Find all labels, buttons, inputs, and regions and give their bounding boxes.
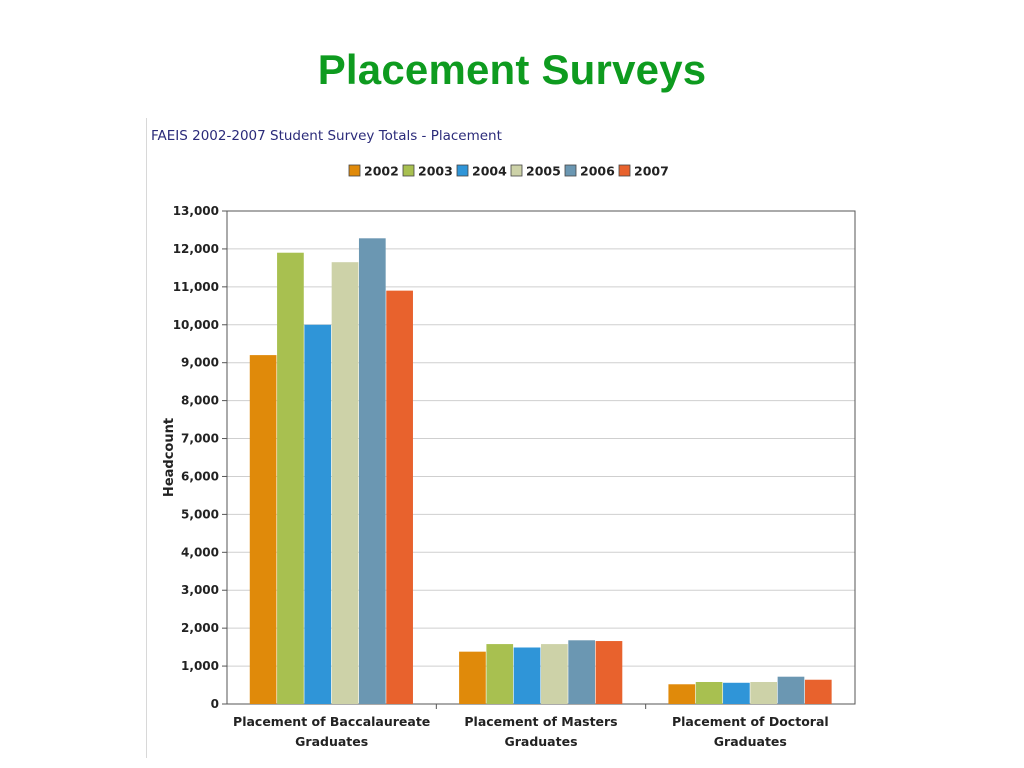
- chart-panel: FAEIS 2002-2007 Student Survey Totals - …: [146, 118, 861, 758]
- legend-swatch-2004: [456, 164, 469, 177]
- bar-2006: [358, 238, 386, 704]
- bar-2007: [595, 641, 623, 704]
- y-tick-label: 12,000: [173, 242, 219, 256]
- x-category-label: Graduates: [295, 734, 368, 749]
- bar-2003: [277, 252, 304, 704]
- x-category-label: Placement of Masters: [464, 714, 617, 729]
- bar-2006: [568, 640, 595, 704]
- y-tick-label: 11,000: [173, 280, 219, 294]
- bar-2002: [249, 355, 277, 704]
- bar-2002: [459, 651, 486, 704]
- bar-2007: [804, 679, 832, 704]
- legend-swatch-2005: [510, 164, 523, 177]
- y-tick-label: 6,000: [181, 469, 219, 483]
- legend-label-2004: 2004: [472, 164, 507, 179]
- bar-2007: [386, 290, 413, 704]
- bars: [249, 238, 832, 704]
- bar-2006: [777, 676, 805, 704]
- legend-label-2002: 2002: [364, 164, 399, 179]
- x-category-label: Placement of Baccalaureate: [233, 714, 430, 729]
- y-tick-label: 1,000: [181, 659, 219, 673]
- x-category-label: Placement of Doctoral: [672, 714, 829, 729]
- legend-label-2006: 2006: [580, 164, 615, 179]
- bar-2005: [750, 682, 778, 704]
- bar-2004: [513, 647, 541, 704]
- y-axis: 0 1,000 2,000 3,000 4,000 5,000 6,000 7,000 8,00…: [173, 204, 227, 711]
- bar-2004: [304, 324, 332, 704]
- bar-2004: [723, 682, 750, 704]
- bar-2002: [668, 684, 696, 704]
- y-tick-label: 4,000: [181, 545, 219, 559]
- legend-swatch-2003: [402, 164, 415, 177]
- y-tick-label: 10,000: [173, 318, 219, 332]
- y-tick-label: 2,000: [181, 621, 219, 635]
- y-axis-title: Headcount: [162, 418, 177, 497]
- legend-swatch-2002: [348, 164, 361, 177]
- legend-swatch-2007: [618, 164, 631, 177]
- legend-swatch-2006: [564, 164, 577, 177]
- y-tick-label: 13,000: [173, 204, 219, 218]
- y-tick-label: 7,000: [181, 432, 219, 446]
- y-tick-label: 0: [211, 697, 219, 711]
- y-tick-label: 8,000: [181, 394, 219, 408]
- bar-2003: [695, 682, 723, 704]
- legend-label-2007: 2007: [634, 164, 669, 179]
- x-axis: Placement of Baccalaureate Graduates Place…: [233, 704, 829, 749]
- bar-2003: [486, 644, 514, 704]
- x-category-label: Graduates: [714, 734, 787, 749]
- y-tick-label: 3,000: [181, 583, 219, 597]
- slide-title: Placement Surveys: [317, 46, 707, 93]
- chart-title: FAEIS 2002-2007 Student Survey Totals - …: [151, 128, 502, 144]
- legend-label-2003: 2003: [418, 164, 453, 179]
- x-category-label: Graduates: [504, 734, 577, 749]
- chart: FAEIS 2002-2007 Student Survey Totals - …: [151, 128, 856, 749]
- bar-2005: [331, 262, 359, 704]
- bar-2005: [541, 644, 568, 704]
- legend-label-2005: 2005: [526, 164, 561, 179]
- y-tick-label: 5,000: [181, 507, 219, 521]
- legend: 2002 2003 2004 2005 2006 2007: [348, 164, 669, 179]
- y-tick-label: 9,000: [181, 356, 219, 370]
